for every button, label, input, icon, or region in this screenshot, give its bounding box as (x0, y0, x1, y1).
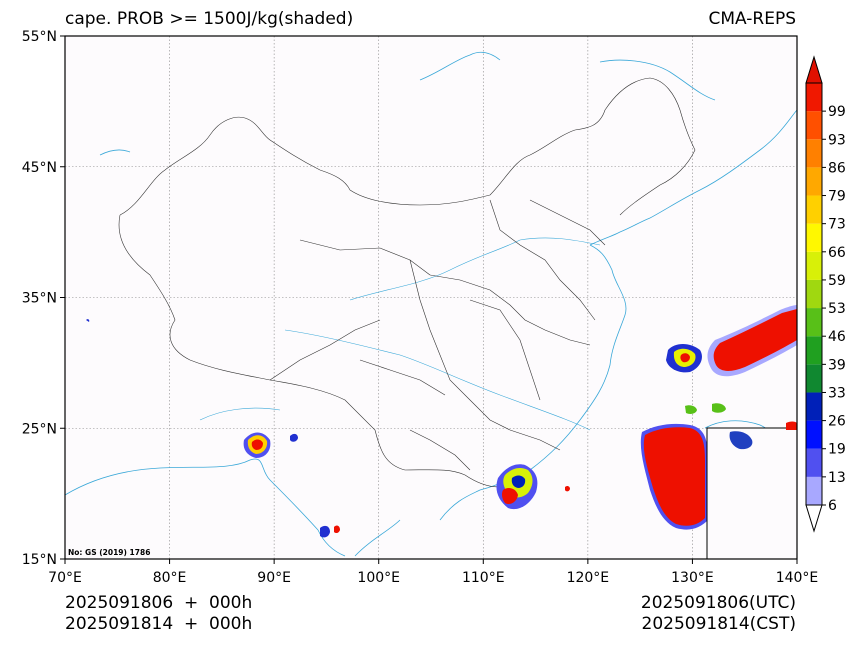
model-name: CMA-REPS (708, 9, 796, 29)
rivers (199, 237, 601, 431)
colorbar-under-arrow (805, 504, 823, 533)
colorbar-segment (806, 392, 822, 421)
colorbar-frame (805, 82, 823, 506)
colorbar-label: 46 (828, 329, 846, 345)
colorbar-segment (806, 223, 822, 252)
colorbar-label: 26 (828, 414, 846, 430)
colorbar-label: 6 (828, 498, 837, 514)
valid-time-cst: 2025091814(CST) (641, 614, 796, 634)
colorbar-label: 33 (828, 385, 846, 401)
lon-tick-label: 140°E (776, 570, 819, 586)
colorbar-segment (806, 111, 822, 140)
colorbar-label: 39 (828, 357, 846, 373)
lon-tick-label: 90°E (257, 570, 291, 586)
colorbar-segment (806, 420, 822, 449)
colorbar-label: 13 (828, 470, 846, 486)
lon-tick-label: 130°E (671, 570, 714, 586)
chart-title: cape. PROB >= 1500J/kg(shaded) (65, 9, 354, 29)
colorbar-segment (806, 83, 822, 112)
lon-tick-label: 120°E (567, 570, 610, 586)
axes: 70°E 80°E 90°E 100°E 110°E 120°E 130°E 140°E 15°… (22, 29, 819, 586)
colorbar-label: 53 (828, 301, 846, 317)
lat-tick-label: 45°N (22, 160, 57, 176)
init-time-line-2: 2025091814 + 000h (65, 614, 253, 634)
init-time-line-1: 2025091806 + 000h (65, 593, 253, 613)
lat-tick-label: 55°N (22, 29, 57, 45)
colorbar-segment (806, 251, 822, 280)
colorbar-segment (806, 336, 822, 365)
valid-time-block: 2025091806(UTC) 2025091814(CST) (641, 593, 796, 635)
lon-tick-label: 80°E (153, 570, 187, 586)
probability-shading (86, 305, 798, 560)
colorbar-segment (806, 195, 822, 224)
lat-tick-label: 35°N (22, 291, 57, 307)
colorbar-label: 99 (828, 104, 846, 120)
admin-boundaries (118, 77, 696, 488)
colorbar-label: 73 (828, 217, 846, 233)
valid-time-utc: 2025091806(UTC) (640, 593, 796, 613)
review-number: No: GS (2019) 1786 (68, 548, 150, 557)
colorbar-label: 19 (828, 442, 846, 458)
colorbar-segment (806, 476, 822, 505)
lon-tick-label: 70°E (48, 570, 82, 586)
colorbar-label: 59 (828, 273, 846, 289)
colorbar-segment (806, 167, 822, 196)
colorbar-label: 66 (828, 245, 846, 261)
colorbar-label: 79 (828, 189, 846, 205)
lat-tick-label: 25°N (22, 421, 57, 437)
colorbar-segment (806, 364, 822, 393)
coastlines (64, 51, 798, 557)
colorbar-segment (806, 279, 822, 309)
colorbar: 6 13 19 26 33 39 46 53 59 66 73 79 86 93 99 (805, 55, 846, 533)
lon-tick-label: 110°E (462, 570, 505, 586)
colorbar-segment (806, 308, 822, 337)
lat-tick-label: 15°N (22, 552, 57, 568)
lon-tick-label: 100°E (357, 570, 400, 586)
init-time-block: 2025091806 + 000h 2025091814 + 000h (65, 593, 252, 635)
colorbar-label: 86 (828, 160, 846, 176)
colorbar-segment (806, 139, 822, 168)
colorbar-over-arrow (805, 55, 823, 84)
colorbar-label: 93 (828, 132, 846, 148)
colorbar-segment (806, 448, 822, 477)
